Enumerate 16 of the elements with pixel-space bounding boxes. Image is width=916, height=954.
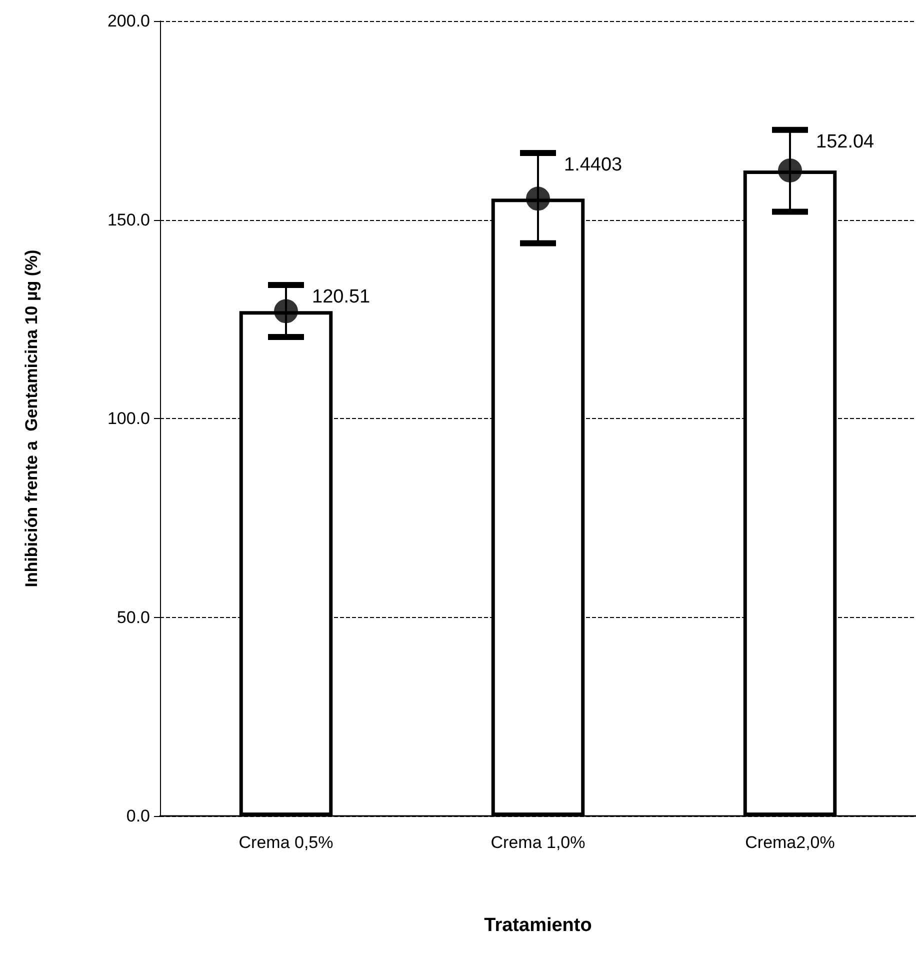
- annotation: 120.51: [312, 286, 370, 308]
- y-tick-label: 50.0: [116, 608, 150, 627]
- x-tick-label: Crema 0,5%: [238, 833, 334, 852]
- annotation: 152.04: [816, 131, 875, 152]
- y-tick-label: 200.0: [107, 12, 150, 30]
- annotation: 1.4403: [564, 154, 622, 176]
- x-axis-title: Tratamiento: [484, 915, 592, 936]
- y-axis-title: Inhibición frente a Gentamicina 10 µg (%): [22, 250, 41, 588]
- y-tick-label: 0.0: [126, 806, 150, 826]
- point: [778, 158, 802, 182]
- y-tick-label: 100.0: [107, 409, 150, 428]
- x-tick-label: Crema2,0%: [745, 833, 835, 852]
- point: [274, 299, 298, 324]
- y-tick-label: 150.0: [107, 210, 150, 230]
- x-tick-label: Crema 1,0%: [490, 833, 586, 852]
- point: [526, 186, 550, 211]
